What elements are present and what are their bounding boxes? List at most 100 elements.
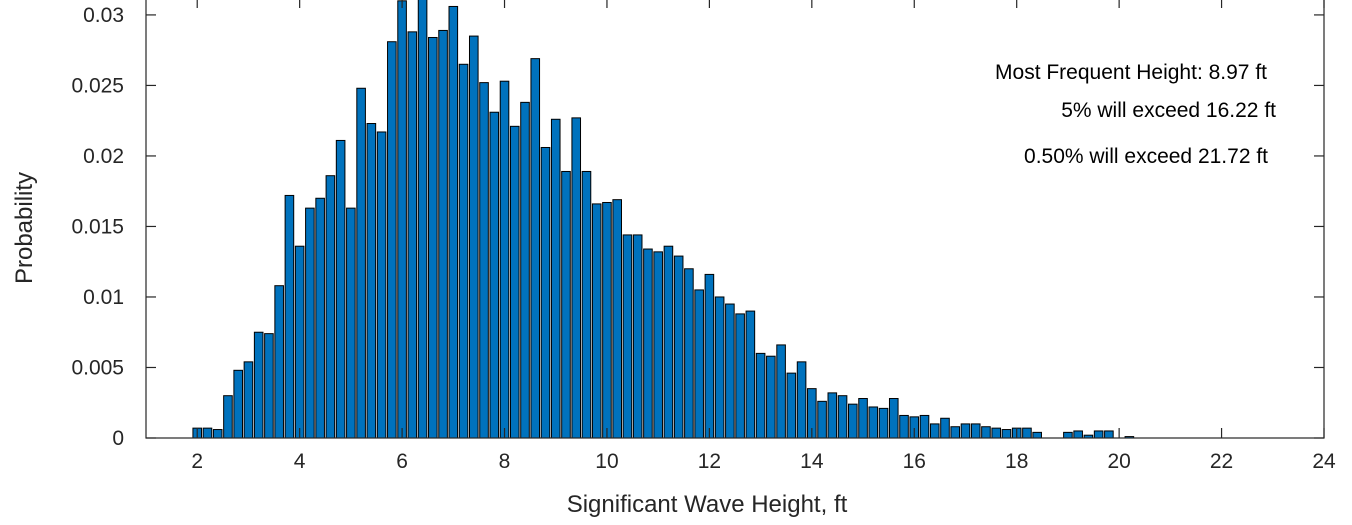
histogram-bar: [376, 131, 387, 439]
histogram-bar: [929, 423, 940, 439]
histogram-bar: [561, 170, 571, 439]
histogram-bar: [632, 234, 643, 439]
histogram-bar: [858, 398, 868, 439]
histogram-bar: [335, 139, 346, 439]
histogram-bar: [274, 285, 284, 439]
x-tick-label: 18: [1005, 450, 1028, 473]
histogram-bar: [612, 199, 623, 439]
histogram-bar: [591, 203, 602, 439]
histogram-bar: [448, 5, 459, 439]
histogram-bar: [284, 194, 295, 439]
x-tick-label: 12: [698, 450, 721, 473]
histogram-bar: [212, 429, 223, 439]
y-tick-label: 0.01: [83, 286, 124, 309]
histogram-bar: [428, 36, 438, 439]
histogram-bar: [755, 352, 766, 439]
histogram-bar: [264, 333, 274, 439]
histogram-bar: [1104, 430, 1114, 439]
y-tick-label: 0.005: [71, 356, 124, 379]
histogram-bar: [981, 426, 991, 439]
histogram-bar: [991, 427, 1002, 439]
histogram-bar: [468, 35, 479, 439]
histogram-bar: [509, 125, 520, 439]
y-tick-label: 0.03: [83, 4, 124, 27]
histogram-bar: [827, 392, 838, 439]
histogram-bar: [950, 426, 961, 439]
x-tick-label: 2: [191, 450, 203, 473]
x-tick-label: 24: [1312, 450, 1336, 473]
x-tick-label: 16: [903, 450, 926, 473]
histogram-bar: [346, 207, 356, 439]
histogram-bar: [550, 118, 561, 439]
histogram-bar: [704, 273, 715, 439]
histogram-bar: [233, 369, 243, 439]
histogram-bar: [817, 400, 827, 439]
histogram-bar: [315, 197, 325, 439]
histogram-bar: [1001, 429, 1012, 439]
histogram-bar: [407, 31, 418, 439]
histogram-bar: [622, 234, 633, 439]
histogram-bar: [735, 313, 745, 439]
y-tick-label: 0.02: [83, 145, 124, 168]
x-tick-label: 20: [1107, 450, 1130, 473]
histogram-bar: [848, 403, 858, 439]
histogram-bar: [366, 123, 377, 439]
x-tick-label: 4: [294, 450, 306, 473]
histogram-bar: [1093, 430, 1104, 439]
bars-group: [192, 0, 1135, 439]
plot-area-border: [145, 0, 1325, 439]
histogram-bar: [243, 361, 254, 439]
histogram-bar: [745, 310, 756, 439]
histogram-bar: [970, 423, 981, 439]
histogram-bar: [1022, 427, 1032, 439]
annotation-half-percent: 0.50% will exceed 21.72 ft: [1024, 145, 1268, 168]
histogram-bar: [305, 207, 315, 439]
y-axis-label: Probability: [11, 172, 38, 284]
histogram-bar: [356, 87, 366, 439]
histogram-bar: [1032, 431, 1042, 439]
y-tick-label: 0.015: [71, 215, 124, 238]
histogram-bar: [223, 395, 233, 439]
y-tick-label: 0.025: [71, 74, 124, 97]
histogram-bar: [694, 289, 704, 439]
y-axis-ticks: 0 0.005 0.01 0.015 0.02 0.025 0.03: [71, 4, 1324, 450]
histogram-bar: [766, 355, 776, 439]
histogram-bar: [663, 245, 674, 439]
histogram-bar: [294, 245, 305, 439]
x-tick-label: 22: [1210, 450, 1233, 473]
histogram-bar: [581, 170, 592, 439]
histogram-bar: [1063, 431, 1073, 439]
histogram-bar: [325, 175, 336, 439]
x-tick-label: 6: [396, 450, 408, 473]
histogram-bar: [387, 41, 397, 439]
histogram-bar: [684, 268, 694, 439]
histogram-bar: [489, 111, 500, 439]
histogram-bar: [397, 0, 407, 439]
x-tick-label: 8: [499, 450, 511, 473]
x-axis-ticks: 2 4 6 8 10 12 14 16 18 20 22 24: [191, 0, 1336, 473]
histogram-bar: [571, 117, 582, 439]
histogram-bar: [417, 0, 428, 439]
histogram-bar: [888, 398, 899, 439]
histogram-bar: [776, 344, 786, 439]
histogram-bar: [673, 255, 684, 439]
histogram-bar: [919, 414, 930, 439]
histogram-bar: [530, 58, 541, 439]
histogram-bar: [499, 80, 510, 439]
histogram-bar: [602, 201, 612, 439]
x-tick-label: 10: [595, 450, 618, 473]
histogram-bar: [1073, 430, 1083, 439]
histogram-bar: [796, 361, 807, 439]
x-axis-label: Significant Wave Height, ft: [567, 491, 848, 518]
histogram-bar: [253, 331, 264, 439]
histogram-bar: [868, 406, 879, 439]
histogram-bar: [479, 82, 489, 439]
histogram-bar: [786, 372, 797, 439]
histogram-bar: [520, 101, 530, 439]
histogram-bar: [438, 29, 448, 439]
histogram-bar: [540, 146, 551, 439]
histogram-bar: [899, 414, 909, 439]
histogram-bar: [837, 395, 848, 439]
